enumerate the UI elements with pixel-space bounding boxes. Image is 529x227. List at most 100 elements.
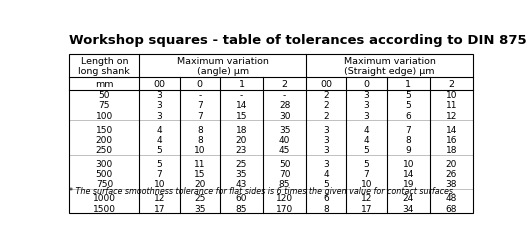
Text: 50: 50: [279, 159, 290, 168]
Text: 1: 1: [239, 80, 244, 89]
Text: 15: 15: [194, 169, 206, 178]
Text: 4: 4: [157, 135, 162, 144]
Text: 28: 28: [279, 101, 290, 110]
Text: 1000: 1000: [93, 194, 116, 202]
Text: 19: 19: [403, 180, 414, 188]
Text: 5: 5: [157, 145, 162, 154]
Text: 500: 500: [96, 169, 113, 178]
Text: 25: 25: [236, 159, 247, 168]
Text: 38: 38: [445, 180, 457, 188]
Text: 8: 8: [197, 135, 203, 144]
Text: 3: 3: [157, 91, 162, 100]
Text: Maximum variation
(angle) μm: Maximum variation (angle) μm: [177, 57, 269, 76]
Text: -: -: [198, 91, 202, 100]
Text: 7: 7: [157, 169, 162, 178]
Text: 170: 170: [276, 204, 293, 213]
Text: 100: 100: [96, 111, 113, 120]
Text: mm: mm: [95, 80, 114, 89]
Text: 5: 5: [157, 159, 162, 168]
Text: 0: 0: [197, 80, 203, 89]
Text: Maximum variation
(Straight edge) μm: Maximum variation (Straight edge) μm: [343, 57, 435, 76]
Text: 14: 14: [445, 125, 457, 134]
Text: 45: 45: [279, 145, 290, 154]
Text: Workshop squares - table of tolerances according to DIN 875: Workshop squares - table of tolerances a…: [69, 33, 527, 46]
Text: 75: 75: [98, 101, 110, 110]
Text: 2: 2: [323, 111, 329, 120]
Text: 35: 35: [194, 204, 206, 213]
Text: 5: 5: [323, 180, 329, 188]
Text: 3: 3: [157, 111, 162, 120]
Text: 3: 3: [323, 125, 329, 134]
Text: 120: 120: [276, 194, 293, 202]
Text: 68: 68: [445, 204, 457, 213]
Text: 10: 10: [445, 91, 457, 100]
Text: 5: 5: [405, 91, 411, 100]
Text: * The surface smoothness tolerance for flat sides is 6 times the given value for: * The surface smoothness tolerance for f…: [69, 186, 456, 195]
Text: 2: 2: [281, 80, 288, 89]
Text: 35: 35: [236, 169, 247, 178]
Text: 23: 23: [236, 145, 247, 154]
Text: 26: 26: [445, 169, 457, 178]
Text: 2: 2: [323, 91, 329, 100]
Text: 18: 18: [445, 145, 457, 154]
Text: 60: 60: [236, 194, 247, 202]
Text: 3: 3: [157, 101, 162, 110]
Text: 3: 3: [364, 111, 369, 120]
Text: Length on
long shank: Length on long shank: [78, 57, 130, 76]
Text: 18: 18: [236, 125, 247, 134]
Text: 43: 43: [236, 180, 247, 188]
Text: 5: 5: [364, 145, 369, 154]
Text: 8: 8: [405, 135, 411, 144]
Text: 300: 300: [96, 159, 113, 168]
Text: -: -: [240, 91, 243, 100]
Text: 12: 12: [361, 194, 372, 202]
Text: 4: 4: [323, 169, 329, 178]
Text: 1500: 1500: [93, 204, 116, 213]
Text: 3: 3: [323, 135, 329, 144]
Text: 00: 00: [153, 80, 166, 89]
Text: 4: 4: [364, 125, 369, 134]
Text: 50: 50: [98, 91, 110, 100]
Text: 9: 9: [405, 145, 411, 154]
Text: 15: 15: [236, 111, 247, 120]
Text: 250: 250: [96, 145, 113, 154]
Text: 6: 6: [405, 111, 411, 120]
Text: 35: 35: [279, 125, 290, 134]
Text: 8: 8: [323, 204, 329, 213]
Text: 5: 5: [364, 159, 369, 168]
Text: 85: 85: [279, 180, 290, 188]
Text: 16: 16: [445, 135, 457, 144]
Text: 85: 85: [236, 204, 247, 213]
Text: 40: 40: [279, 135, 290, 144]
Text: 20: 20: [194, 180, 206, 188]
Text: 14: 14: [403, 169, 414, 178]
Text: 24: 24: [403, 194, 414, 202]
Text: 2: 2: [323, 101, 329, 110]
Text: 10: 10: [154, 180, 165, 188]
Text: 25: 25: [194, 194, 206, 202]
Text: -: -: [283, 91, 286, 100]
Text: 10: 10: [403, 159, 414, 168]
Text: 8: 8: [197, 125, 203, 134]
Text: 30: 30: [279, 111, 290, 120]
Text: 7: 7: [364, 169, 369, 178]
Text: 11: 11: [194, 159, 206, 168]
Text: 4: 4: [157, 125, 162, 134]
Text: 70: 70: [279, 169, 290, 178]
Text: 20: 20: [236, 135, 247, 144]
Text: 17: 17: [154, 204, 165, 213]
Text: 48: 48: [445, 194, 457, 202]
Text: 200: 200: [96, 135, 113, 144]
Text: 1: 1: [405, 80, 411, 89]
Text: 12: 12: [445, 111, 457, 120]
Text: 150: 150: [96, 125, 113, 134]
Text: 14: 14: [236, 101, 247, 110]
Text: 3: 3: [323, 159, 329, 168]
Text: 750: 750: [96, 180, 113, 188]
Text: 17: 17: [361, 204, 372, 213]
Text: 0: 0: [363, 80, 370, 89]
Text: 6: 6: [323, 194, 329, 202]
Text: 5: 5: [405, 101, 411, 110]
Text: 00: 00: [320, 80, 332, 89]
Text: 10: 10: [194, 145, 206, 154]
